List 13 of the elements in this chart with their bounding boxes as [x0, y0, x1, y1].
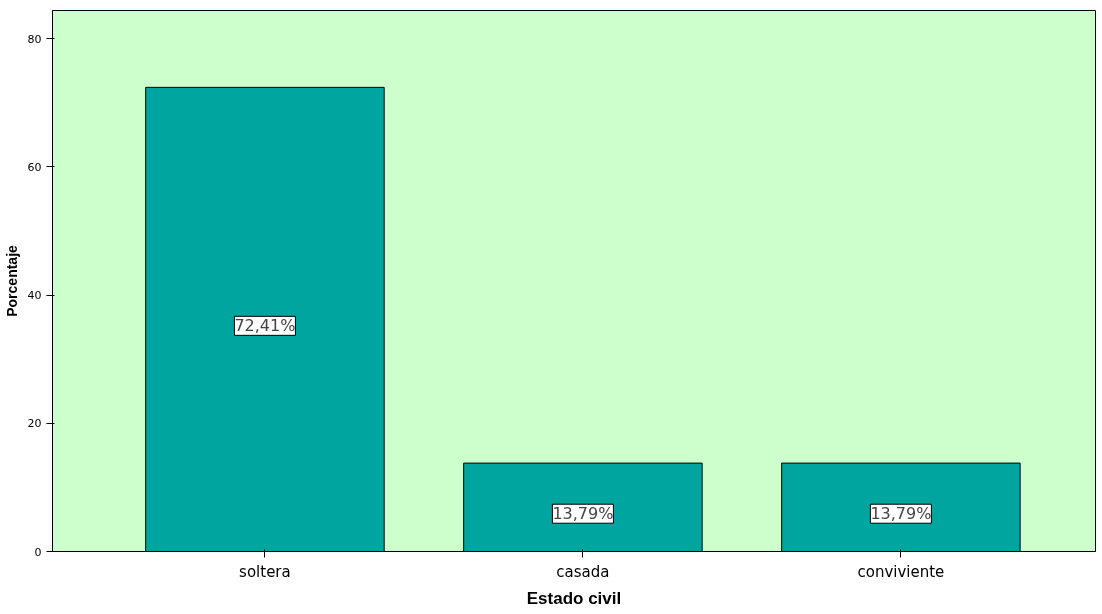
- x-tick-label: conviviente: [857, 562, 945, 581]
- y-tick-label: 80: [27, 32, 42, 46]
- y-tick-label: 40: [27, 289, 42, 303]
- y-axis-title: Porcentaje: [3, 244, 20, 317]
- data-label: 13,79%: [870, 504, 932, 524]
- x-tick-label: casada: [556, 562, 610, 581]
- data-label: 72,41%: [234, 316, 296, 336]
- y-tick-label: 20: [27, 417, 42, 431]
- y-tick-label: 60: [27, 160, 42, 174]
- data-label: 13,79%: [552, 504, 614, 524]
- x-tick-label: soltera: [239, 562, 291, 581]
- y-tick-label: 0: [34, 545, 42, 559]
- x-axis-title: Estado civil: [526, 588, 622, 608]
